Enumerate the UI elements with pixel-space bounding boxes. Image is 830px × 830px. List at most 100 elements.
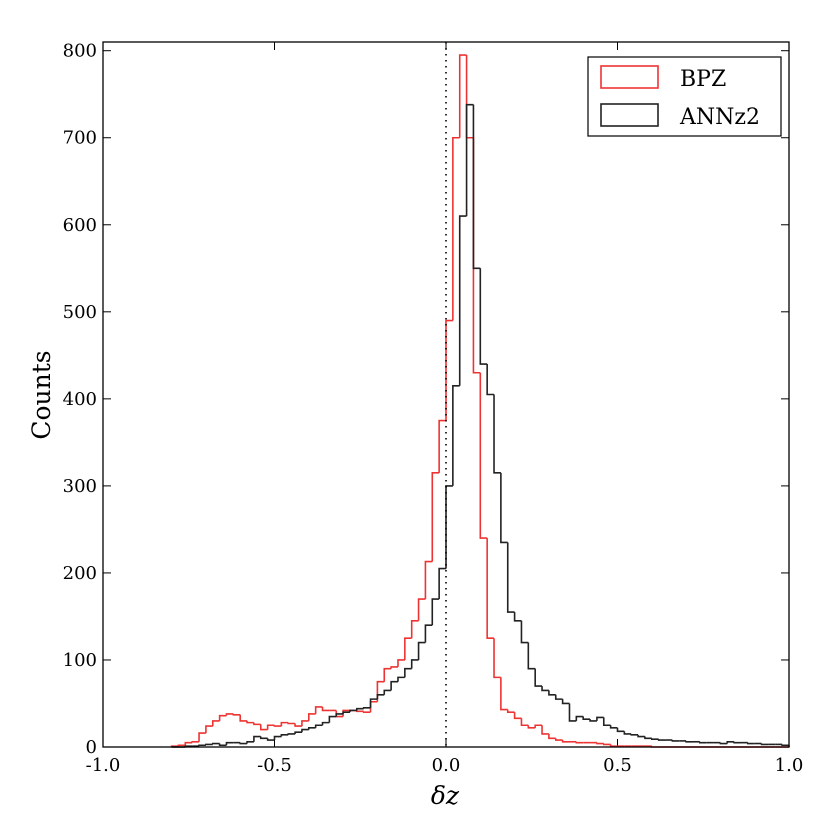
bin-annz2 [198, 744, 206, 747]
bin-bpz [232, 713, 241, 716]
bin-annz2 [760, 743, 769, 746]
legend-entry-annz2: ANNz2 [600, 103, 760, 130]
bin-annz2 [253, 735, 261, 742]
bin-annz2 [671, 740, 680, 742]
bin-bpz [472, 137, 481, 374]
plot-frame [102, 41, 790, 748]
bin-annz2 [458, 215, 467, 386]
bin-bpz [376, 680, 385, 702]
bin-bpz [383, 667, 392, 682]
bin-annz2 [637, 734, 645, 738]
legend-box [587, 56, 782, 137]
bin-bpz [479, 372, 488, 539]
bin-annz2 [623, 731, 632, 735]
bin-bpz [397, 659, 405, 667]
bin-bpz [520, 718, 529, 727]
bin-bpz [486, 538, 495, 640]
bin-annz2 [719, 742, 728, 745]
bin-bpz [609, 744, 618, 747]
bin-annz2 [356, 707, 364, 711]
bin-annz2 [431, 598, 440, 626]
bin-annz2 [513, 612, 522, 622]
bin-bpz [287, 722, 296, 725]
bin-bpz [259, 724, 268, 731]
bin-bpz [356, 710, 364, 713]
bin-bpz [294, 723, 302, 727]
bin-bpz [273, 725, 282, 727]
bin-annz2 [568, 703, 577, 722]
bin-bpz [184, 741, 193, 746]
bin-annz2 [397, 676, 405, 682]
bin-annz2 [465, 103, 474, 217]
bin-annz2 [561, 699, 570, 705]
bin-bpz [390, 666, 398, 669]
bin-annz2 [362, 707, 371, 709]
bin-annz2 [582, 716, 591, 720]
bin-bpz [548, 733, 556, 740]
bin-bpz [191, 740, 200, 743]
bin-annz2 [314, 724, 323, 728]
bin-annz2 [651, 738, 659, 740]
legend-label-bpz: BPZ [680, 67, 726, 92]
bin-bpz [602, 743, 611, 746]
bin-annz2 [404, 667, 412, 678]
bin-annz2 [211, 742, 220, 745]
bin-bpz [527, 725, 536, 729]
legend: BPZ ANNz2 [587, 56, 782, 137]
bin-bpz [239, 714, 248, 722]
histogram-series [170, 54, 790, 748]
bin-annz2 [301, 728, 309, 733]
bin-annz2 [747, 742, 755, 745]
bin-annz2 [280, 734, 289, 737]
bin-annz2 [218, 743, 227, 747]
x-tick-label: 1.0 [775, 755, 804, 776]
bin-annz2 [781, 744, 789, 747]
y-tick-label: 200 [63, 563, 97, 584]
bin-annz2 [554, 694, 563, 700]
bin-bpz [205, 725, 213, 734]
bin-annz2 [486, 364, 495, 396]
bin-annz2 [527, 642, 536, 670]
bin-bpz [177, 744, 186, 747]
bin-bpz [438, 419, 446, 473]
bin-annz2 [266, 738, 275, 741]
bin-bpz [246, 720, 254, 724]
bin-annz2 [259, 736, 268, 740]
bin-annz2 [685, 740, 693, 743]
bin-annz2 [534, 668, 543, 687]
y-tick-label: 800 [63, 41, 97, 62]
bin-annz2 [616, 727, 625, 733]
y-tick-label: 0 [86, 737, 97, 758]
bin-annz2 [630, 733, 639, 736]
bin-bpz [541, 725, 549, 735]
y-axis-label: Counts [27, 350, 56, 439]
bin-bpz [362, 711, 371, 713]
bin-bpz [369, 700, 378, 713]
bin-annz2 [548, 690, 556, 696]
bin-annz2 [506, 542, 515, 613]
bin-annz2 [376, 693, 385, 700]
y-tick-label: 100 [63, 650, 97, 671]
bin-bpz [431, 472, 440, 562]
bin-annz2 [726, 740, 735, 744]
bin-annz2 [520, 620, 529, 644]
bin-annz2 [246, 740, 254, 744]
bin-bpz [410, 619, 419, 639]
bin-annz2 [294, 731, 302, 734]
bin-annz2 [445, 485, 453, 569]
x-axis-ticks: -1.0 -0.5 0.0 0.5 1.0 [86, 42, 804, 776]
bin-annz2 [342, 711, 350, 714]
bin-bpz [308, 713, 316, 721]
y-tick-label: 300 [63, 476, 97, 497]
bin-annz2 [609, 725, 618, 729]
bin-annz2 [417, 641, 426, 660]
x-tick-label: -0.5 [257, 755, 292, 776]
bin-bpz [554, 738, 563, 741]
bin-annz2 [500, 472, 508, 544]
bin-annz2 [369, 698, 378, 708]
bin-bpz [404, 637, 412, 660]
x-tick-label: 0.5 [603, 755, 632, 776]
bin-annz2 [472, 104, 481, 270]
bin-bpz [452, 136, 460, 321]
